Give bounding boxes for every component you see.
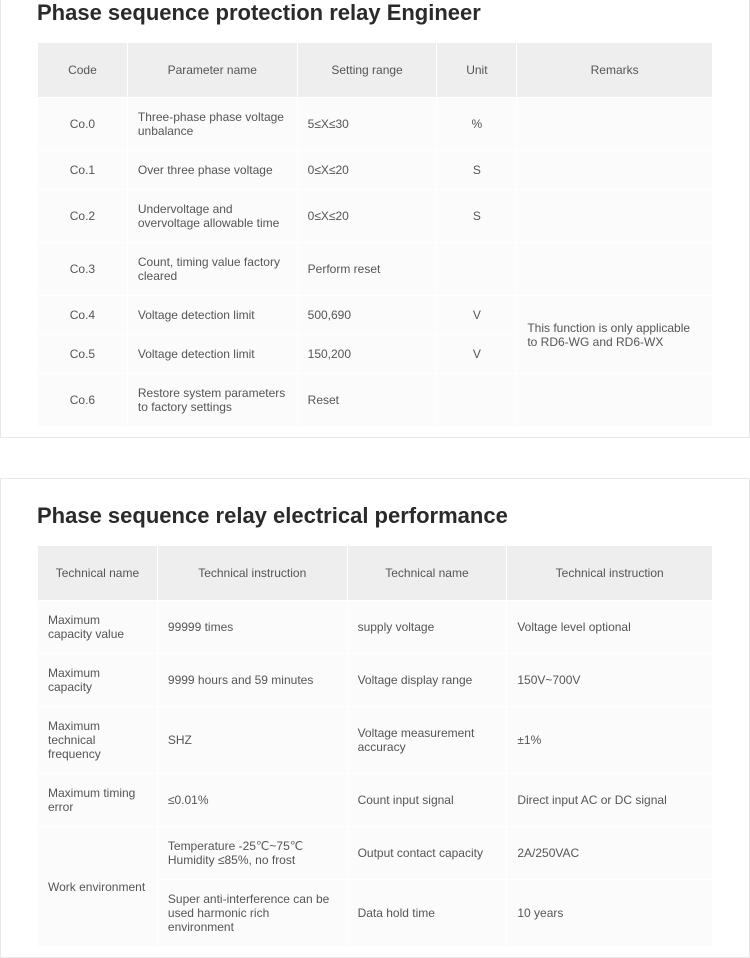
cell-param: Three-phase phase voltage unbalance [127, 98, 297, 151]
cell-a: Maximum technical frequency [38, 707, 158, 774]
cell-range: Perform reset [297, 243, 437, 296]
table-header-row: Technical name Technical instruction Tec… [38, 546, 713, 601]
section-title: Phase sequence relay electrical performa… [1, 479, 749, 545]
cell-unit: % [437, 98, 517, 151]
cell-remark [517, 98, 713, 151]
cell-b: 9999 hours and 59 minutes [157, 654, 347, 707]
col-range: Setting range [297, 43, 437, 98]
cell-param: Over three phase voltage [127, 151, 297, 190]
table-row: Co.3 Count, timing value factory cleared… [38, 243, 713, 296]
table-row: Co.4 Voltage detection limit 500,690 V T… [38, 296, 713, 335]
cell-code: Co.1 [38, 151, 128, 190]
table-row: Co.6 Restore system parameters to factor… [38, 374, 713, 427]
cell-b: ≤0.01% [157, 774, 347, 827]
col-tech-name-1: Technical name [38, 546, 158, 601]
cell-a: Maximum capacity [38, 654, 158, 707]
table-row: Co.2 Undervoltage and overvoltage allowa… [38, 190, 713, 243]
section-title: Phase sequence protection relay Engineer [1, 0, 749, 42]
cell-remark [517, 190, 713, 243]
col-tech-name-2: Technical name [347, 546, 507, 601]
cell-code: Co.4 [38, 296, 128, 335]
cell-param: Restore system parameters to factory set… [127, 374, 297, 427]
col-unit: Unit [437, 43, 517, 98]
cell-param: Count, timing value factory cleared [127, 243, 297, 296]
section-performance: Phase sequence relay electrical performa… [0, 478, 750, 958]
cell-code: Co.3 [38, 243, 128, 296]
cell-unit: S [437, 151, 517, 190]
cell-unit: S [437, 190, 517, 243]
cell-param: Voltage detection limit [127, 296, 297, 335]
col-param: Parameter name [127, 43, 297, 98]
cell-d: ±1% [507, 707, 713, 774]
table-row: Co.0 Three-phase phase voltage unbalance… [38, 98, 713, 151]
cell-code: Co.2 [38, 190, 128, 243]
cell-b: Super anti-interference can be used harm… [157, 880, 347, 947]
col-tech-instr-2: Technical instruction [507, 546, 713, 601]
cell-param: Undervoltage and overvoltage allowable t… [127, 190, 297, 243]
cell-remark [517, 151, 713, 190]
cell-range: 0≤X≤20 [297, 190, 437, 243]
cell-c: Output contact capacity [347, 827, 507, 880]
cell-b: SHZ [157, 707, 347, 774]
cell-unit: V [437, 296, 517, 335]
cell-d: 150V~700V [507, 654, 713, 707]
cell-range: 150,200 [297, 335, 437, 374]
cell-code: Co.5 [38, 335, 128, 374]
cell-a-merged: Work environment [38, 827, 158, 947]
cell-c: Voltage display range [347, 654, 507, 707]
col-code: Code [38, 43, 128, 98]
cell-c: Data hold time [347, 880, 507, 947]
table-row: Maximum capacity value 99999 times suppl… [38, 601, 713, 654]
cell-remark [517, 374, 713, 427]
cell-range: 500,690 [297, 296, 437, 335]
cell-range: 5≤X≤30 [297, 98, 437, 151]
cell-unit [437, 243, 517, 296]
col-remarks: Remarks [517, 43, 713, 98]
table-row: Maximum timing error ≤0.01% Count input … [38, 774, 713, 827]
cell-d: Direct input AC or DC signal [507, 774, 713, 827]
cell-d: Voltage level optional [507, 601, 713, 654]
engineer-table: Code Parameter name Setting range Unit R… [37, 42, 713, 427]
cell-b: 99999 times [157, 601, 347, 654]
cell-d: 2A/250VAC [507, 827, 713, 880]
cell-param: Voltage detection limit [127, 335, 297, 374]
cell-unit [437, 374, 517, 427]
cell-c: Count input signal [347, 774, 507, 827]
cell-d: 10 years [507, 880, 713, 947]
cell-c: supply voltage [347, 601, 507, 654]
cell-remark-merged: This function is only applicable to RD6-… [517, 296, 713, 374]
cell-unit: V [437, 335, 517, 374]
table-row: Maximum technical frequency SHZ Voltage … [38, 707, 713, 774]
cell-a: Maximum capacity value [38, 601, 158, 654]
cell-code: Co.0 [38, 98, 128, 151]
cell-remark [517, 243, 713, 296]
cell-a: Maximum timing error [38, 774, 158, 827]
cell-b: Temperature -25℃~75℃ Humidity ≤85%, no f… [157, 827, 347, 880]
cell-code: Co.6 [38, 374, 128, 427]
cell-range: 0≤X≤20 [297, 151, 437, 190]
section-engineer: Phase sequence protection relay Engineer… [0, 0, 750, 438]
cell-range: Reset [297, 374, 437, 427]
table-row: Work environment Temperature -25℃~75℃ Hu… [38, 827, 713, 880]
performance-table: Technical name Technical instruction Tec… [37, 545, 713, 947]
col-tech-instr-1: Technical instruction [157, 546, 347, 601]
table-row: Co.1 Over three phase voltage 0≤X≤20 S [38, 151, 713, 190]
cell-c: Voltage measurement accuracy [347, 707, 507, 774]
table-header-row: Code Parameter name Setting range Unit R… [38, 43, 713, 98]
table-row: Maximum capacity 9999 hours and 59 minut… [38, 654, 713, 707]
